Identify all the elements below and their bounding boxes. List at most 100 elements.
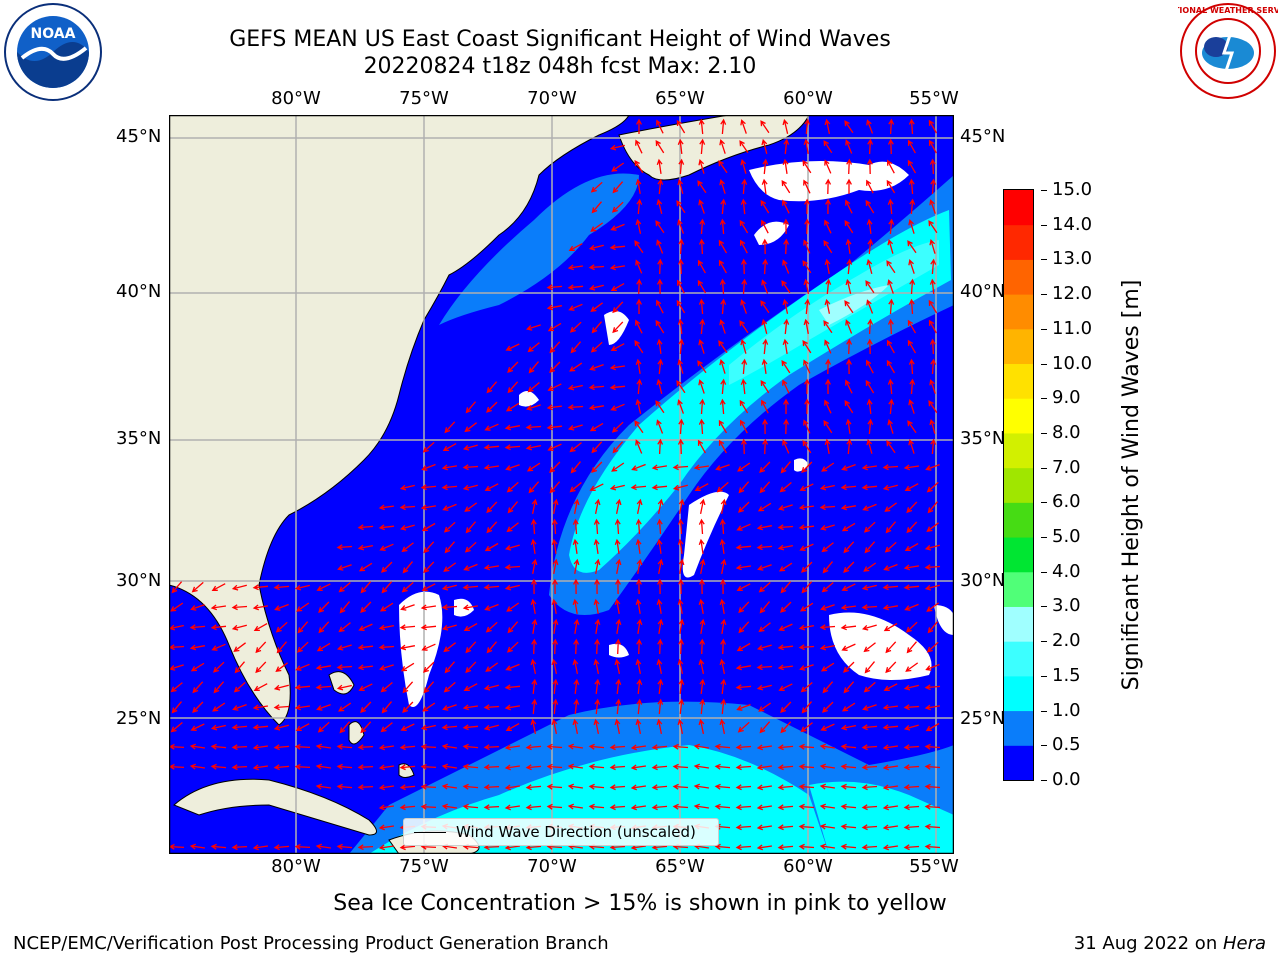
wave-direction-arrow — [504, 764, 520, 771]
wave-direction-arrow — [588, 384, 605, 391]
wave-direction-arrow — [924, 564, 941, 571]
wave-direction-arrow — [572, 538, 579, 554]
wave-direction-arrow — [441, 783, 457, 790]
wave-band-southeast — [809, 781, 954, 854]
colorbar-tick-label: 4.0 — [1052, 560, 1081, 582]
wave-direction-arrow — [210, 843, 227, 850]
wave-direction-arrow — [378, 804, 394, 811]
wave-direction-arrow — [635, 398, 642, 414]
wave-direction-arrow — [531, 618, 538, 635]
wave-direction-arrow — [672, 484, 688, 491]
wave-direction-arrow — [609, 804, 626, 811]
wave-direction-arrow — [865, 199, 875, 214]
colorbar-swatch — [1004, 606, 1033, 642]
wave-direction-arrow — [275, 662, 288, 673]
wave-direction-arrow — [400, 604, 415, 611]
wave-direction-arrow — [525, 784, 542, 791]
wave-direction-arrow — [803, 359, 811, 374]
wave-direction-arrow — [758, 622, 771, 633]
wave-direction-arrow — [925, 463, 940, 471]
wave-direction-arrow — [609, 144, 625, 151]
wave-direction-arrow — [421, 583, 436, 591]
wave-direction-arrow — [549, 461, 561, 473]
wave-direction-arrow — [698, 159, 705, 174]
wave-direction-arrow — [504, 804, 520, 811]
wave-direction-arrow — [735, 844, 752, 851]
wave-direction-arrow — [799, 602, 814, 612]
wave-direction-arrow — [546, 743, 563, 750]
wave-direction-arrow — [276, 641, 287, 654]
footer-machine: Hera — [1222, 933, 1266, 954]
wave-direction-arrow — [905, 621, 918, 633]
wave-direction-arrow — [761, 219, 769, 234]
wave-direction-arrow — [358, 562, 373, 572]
wave-direction-arrow — [672, 743, 689, 750]
wave-direction-arrow — [507, 361, 519, 373]
wave-direction-arrow — [882, 744, 898, 751]
wave-direction-arrow — [552, 618, 559, 635]
wave-direction-arrow — [845, 139, 853, 154]
wave-direction-arrow — [549, 361, 561, 373]
wave-direction-arrow — [699, 558, 706, 575]
wave-direction-arrow — [569, 482, 582, 493]
lon-label-top: 75°W — [399, 88, 449, 109]
wave-direction-arrow — [609, 484, 625, 491]
wave-direction-arrow — [357, 784, 374, 791]
wave-direction-arrow — [483, 584, 500, 591]
wave-direction-arrow — [569, 362, 583, 372]
wave-direction-arrow — [740, 159, 747, 174]
wave-direction-arrow — [697, 259, 706, 274]
wave-direction-arrow — [741, 358, 748, 375]
wave-direction-arrow — [357, 764, 374, 771]
wave-direction-arrow — [678, 338, 685, 355]
wave-direction-arrow — [840, 763, 857, 770]
wave-direction-arrow — [819, 763, 835, 770]
wave-direction-arrow — [609, 384, 626, 391]
wave-direction-arrow — [546, 424, 563, 431]
wave-direction-arrow — [360, 701, 372, 713]
wave-direction-arrow — [866, 398, 873, 415]
wave-direction-arrow — [819, 803, 835, 810]
wave-direction-arrow — [804, 218, 811, 235]
wave-direction-arrow — [464, 541, 477, 553]
wave-direction-arrow — [783, 318, 790, 335]
wave-direction-arrow — [924, 743, 941, 750]
colorbar — [1003, 189, 1034, 781]
wave-direction-arrow — [505, 343, 520, 351]
lon-label-top: 60°W — [783, 88, 833, 109]
wave-direction-arrow — [656, 658, 663, 675]
wave-direction-arrow — [567, 783, 583, 790]
wave-direction-arrow — [402, 701, 414, 713]
wave-direction-arrow — [929, 199, 936, 214]
wave-direction-arrow — [213, 661, 225, 673]
wave-direction-arrow — [678, 558, 685, 575]
wave-direction-arrow — [463, 623, 478, 632]
wave-direction-arrow — [756, 544, 773, 551]
wave-direction-arrow — [504, 784, 520, 791]
wave-direction-arrow — [736, 523, 751, 531]
wave-direction-arrow — [192, 701, 204, 713]
wave-direction-arrow — [399, 764, 416, 771]
wave-direction-arrow — [530, 718, 537, 735]
wave-direction-arrow — [273, 764, 290, 771]
wave-direction-arrow — [819, 644, 836, 651]
wave-direction-arrow — [651, 484, 668, 491]
wave-direction-arrow — [657, 638, 664, 655]
wave-direction-arrow — [924, 544, 940, 551]
wave-direction-arrow — [400, 723, 415, 731]
wave-direction-arrow — [781, 359, 791, 374]
wave-direction-arrow — [693, 783, 709, 790]
wave-direction-arrow — [527, 382, 540, 393]
colorbar-tick-mark — [1041, 259, 1047, 261]
colorbar-tick-mark — [1041, 190, 1047, 191]
wave-direction-arrow — [756, 524, 773, 531]
wave-direction-arrow — [800, 682, 813, 693]
wave-direction-arrow — [630, 804, 646, 811]
wave-direction-arrow — [531, 698, 538, 715]
lon-label-bottom: 60°W — [783, 856, 833, 877]
wave-direction-arrow — [462, 743, 479, 750]
wave-direction-arrow — [883, 563, 898, 571]
wave-direction-arrow — [883, 683, 898, 691]
wave-direction-arrow — [190, 662, 205, 672]
colorbar-tick-mark — [1041, 328, 1047, 330]
